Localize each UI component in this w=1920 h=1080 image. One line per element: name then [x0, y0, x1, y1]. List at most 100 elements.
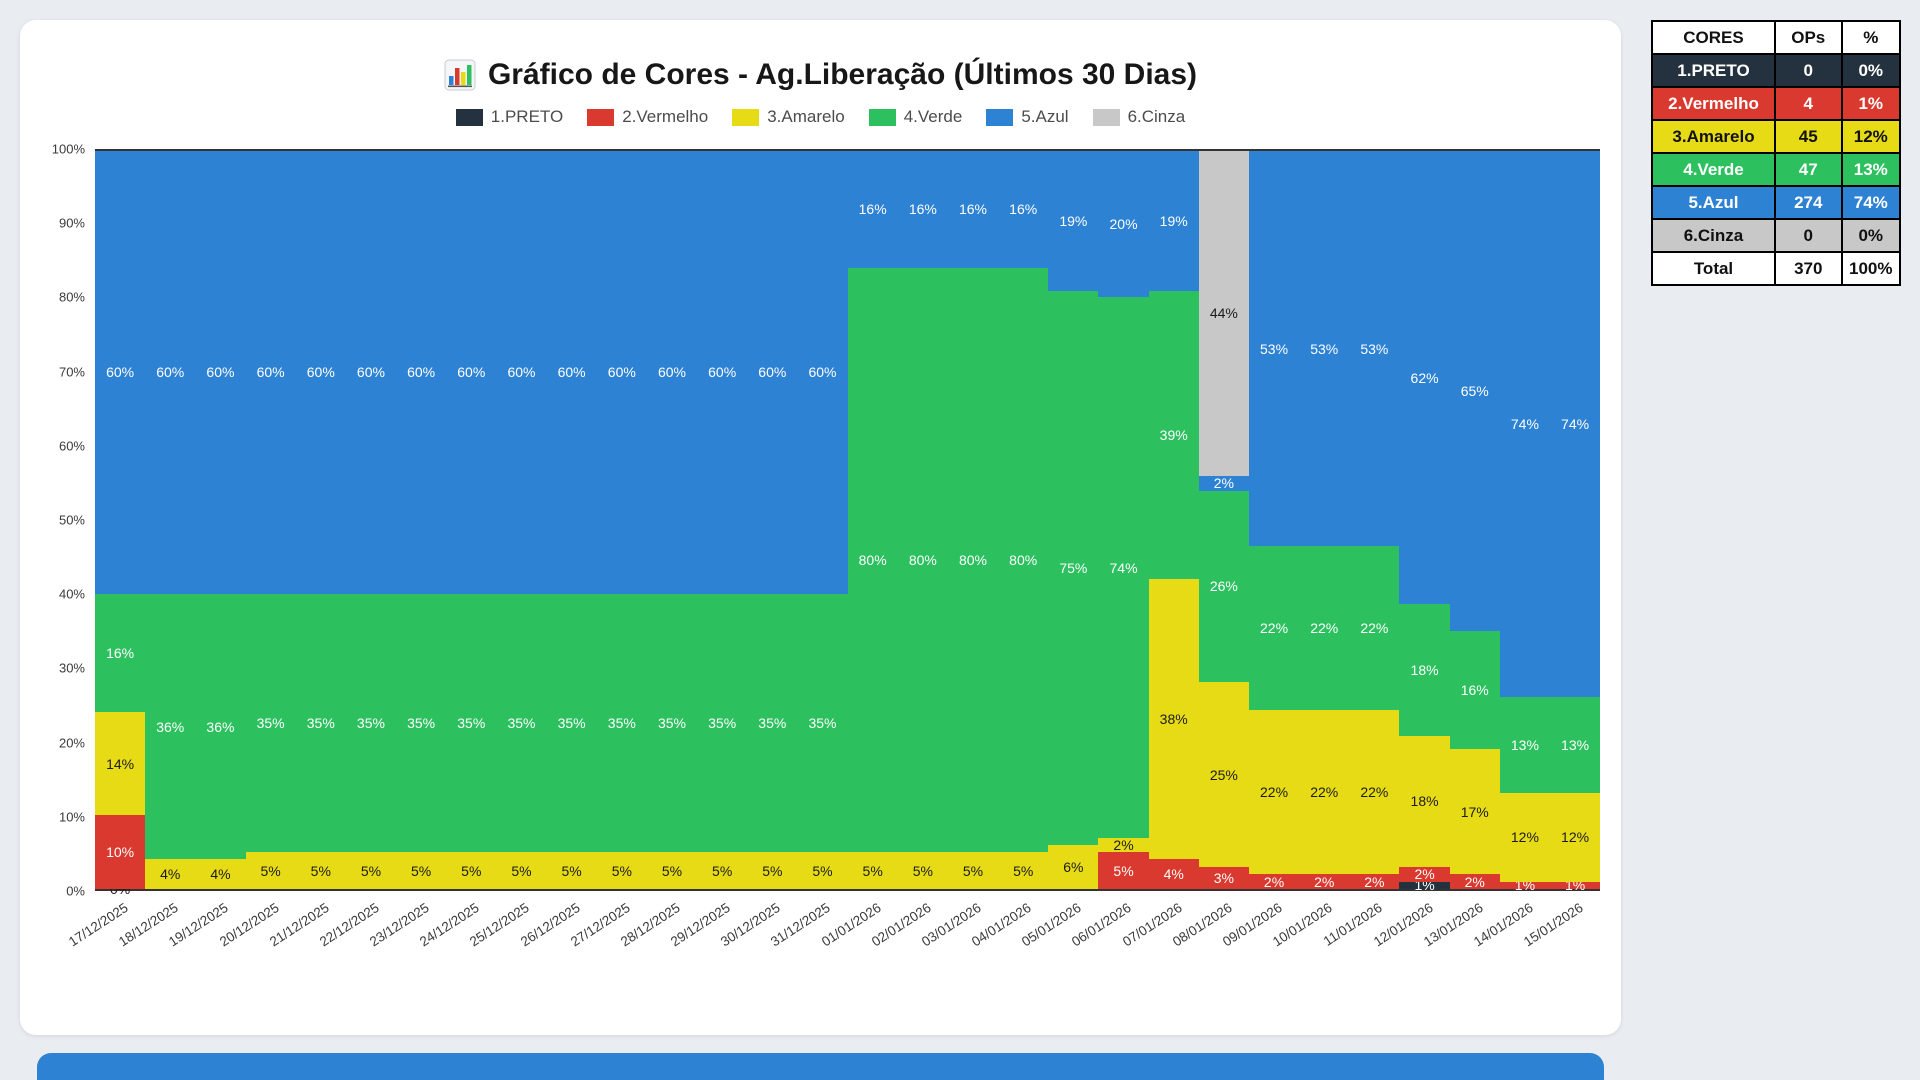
segment-azul[interactable]: 60% [596, 151, 647, 594]
segment-vermelho[interactable]: 2% [1248, 874, 1300, 890]
segment-verde[interactable]: 13% [1549, 697, 1601, 794]
chart-column[interactable]: 5% 35% 60% [345, 151, 397, 889]
chart-column[interactable]: 5% 35% 60% [496, 151, 547, 889]
legend-item[interactable]: 1.PRETO [455, 107, 563, 127]
chart-column[interactable]: 5% 2% 74% 20% [1098, 151, 1149, 889]
segment-azul[interactable]: 53% [1299, 151, 1350, 547]
legend-item[interactable]: 6.Cinza [1092, 107, 1185, 127]
segment-azul[interactable]: 60% [496, 151, 547, 594]
chart-column[interactable]: 5% 80% 16% [998, 151, 1049, 889]
segment-amarelo[interactable]: 5% [646, 852, 698, 889]
segment-azul[interactable]: 16% [847, 151, 898, 268]
chart-column[interactable]: 4% 38% 39% 19% [1148, 151, 1199, 889]
segment-verde[interactable]: 35% [446, 593, 497, 853]
segment-azul[interactable]: 60% [446, 151, 497, 594]
segment-azul[interactable]: 65% [1449, 151, 1500, 631]
chart-column[interactable]: 5% 35% 60% [446, 151, 497, 889]
segment-amarelo[interactable]: 38% [1148, 579, 1199, 860]
segment-vermelho[interactable]: 2% [1399, 866, 1450, 882]
chart-column[interactable]: 5% 35% 60% [747, 151, 798, 889]
segment-azul[interactable]: 60% [195, 151, 246, 594]
legend-item[interactable]: 4.Verde [868, 107, 962, 127]
segment-amarelo[interactable]: 12% [1549, 793, 1601, 882]
segment-amarelo[interactable]: 14% [95, 711, 146, 816]
chart-column[interactable]: 3% 25% 26% 2% 44% [1198, 151, 1249, 889]
segment-verde[interactable]: 26% [1198, 490, 1249, 683]
chart-column[interactable]: 5% 35% 60% [596, 151, 647, 889]
segment-amarelo[interactable]: 22% [1248, 710, 1300, 875]
chart-column[interactable]: 1% 2% 18% 18% 62% [1399, 151, 1450, 893]
segment-preto[interactable]: 1% [1399, 877, 1450, 893]
chart-column[interactable]: 1% 12% 13% 74% [1549, 151, 1601, 893]
segment-azul[interactable]: 19% [1148, 151, 1199, 292]
segment-azul[interactable]: 16% [897, 151, 948, 268]
segment-verde[interactable]: 36% [195, 593, 246, 860]
chart-column[interactable]: 6% 75% 19% [1048, 151, 1099, 889]
segment-vermelho[interactable]: 1% [1549, 877, 1601, 893]
segment-verde[interactable]: 16% [1449, 630, 1500, 749]
segment-verde[interactable]: 75% [1048, 291, 1099, 845]
segment-amarelo[interactable]: 12% [1499, 793, 1550, 882]
chart-column[interactable]: 5% 80% 16% [947, 151, 999, 889]
segment-azul[interactable]: 60% [396, 151, 447, 594]
segment-verde[interactable]: 22% [1299, 546, 1350, 711]
chart-column[interactable]: 2% 22% 22% 53% [1299, 151, 1350, 890]
chart-column[interactable]: 2% 17% 16% 65% [1449, 151, 1500, 890]
segment-amarelo[interactable]: 22% [1349, 710, 1400, 875]
segment-vermelho[interactable]: 10% [95, 815, 146, 889]
segment-azul[interactable]: 60% [295, 151, 346, 594]
segment-verde[interactable]: 80% [947, 267, 999, 853]
segment-verde[interactable]: 13% [1499, 697, 1550, 794]
segment-amarelo[interactable]: 22% [1299, 710, 1350, 875]
segment-verde[interactable]: 16% [95, 593, 146, 712]
segment-azul[interactable]: 20% [1098, 151, 1149, 298]
segment-amarelo[interactable]: 5% [245, 852, 296, 889]
chart-column[interactable]: 2% 22% 22% 53% [1349, 151, 1400, 890]
segment-amarelo[interactable]: 5% [847, 852, 898, 889]
segment-verde[interactable]: 80% [897, 267, 948, 853]
segment-azul[interactable]: 62% [1399, 151, 1450, 605]
segment-amarelo[interactable]: 17% [1449, 748, 1500, 875]
segment-azul[interactable]: 53% [1349, 151, 1400, 547]
segment-amarelo[interactable]: 5% [546, 852, 597, 889]
segment-amarelo[interactable]: 5% [747, 852, 798, 889]
segment-amarelo[interactable]: 5% [345, 852, 397, 889]
chart-column[interactable]: 5% 35% 60% [295, 151, 346, 889]
segment-azul[interactable]: 60% [145, 151, 196, 594]
segment-verde[interactable]: 35% [797, 593, 848, 853]
segment-verde[interactable]: 74% [1098, 297, 1149, 838]
segment-verde[interactable]: 35% [396, 593, 447, 853]
segment-verde[interactable]: 35% [596, 593, 647, 853]
chart-column[interactable]: 2% 22% 22% 53% [1248, 151, 1300, 890]
segment-azul[interactable]: 74% [1499, 151, 1550, 698]
segment-azul[interactable]: 60% [546, 151, 597, 594]
segment-azul[interactable]: 60% [747, 151, 798, 594]
segment-verde[interactable]: 39% [1148, 291, 1199, 580]
chart-column[interactable]: 5% 35% 60% [646, 151, 698, 889]
segment-azul[interactable]: 74% [1549, 151, 1601, 698]
segment-verde[interactable]: 35% [496, 593, 547, 853]
segment-vermelho[interactable]: 1% [1499, 877, 1550, 893]
segment-verde[interactable]: 80% [998, 267, 1049, 853]
segment-verde[interactable]: 80% [847, 267, 898, 853]
segment-verde[interactable]: 18% [1399, 604, 1450, 736]
segment-azul[interactable]: 60% [245, 151, 296, 594]
segment-amarelo[interactable]: 2% [1098, 837, 1149, 853]
segment-verde[interactable]: 35% [345, 593, 397, 853]
chart-column[interactable]: 4% 36% 60% [195, 151, 246, 889]
segment-vermelho[interactable]: 2% [1449, 874, 1500, 890]
segment-amarelo[interactable]: 5% [596, 852, 647, 889]
segment-amarelo[interactable]: 5% [797, 852, 848, 889]
segment-verde[interactable]: 35% [747, 593, 798, 853]
segment-amarelo[interactable]: 5% [295, 852, 346, 889]
segment-amarelo[interactable]: 25% [1198, 682, 1249, 867]
chart-column[interactable]: 0% 10% 14% 16% 60% [95, 151, 146, 897]
segment-amarelo[interactable]: 5% [697, 852, 748, 889]
segment-azul[interactable]: 53% [1248, 151, 1300, 547]
segment-azul[interactable]: 16% [998, 151, 1049, 268]
segment-vermelho[interactable]: 4% [1148, 859, 1199, 889]
segment-verde[interactable]: 35% [646, 593, 698, 853]
segment-verde[interactable]: 35% [546, 593, 597, 853]
segment-azul[interactable]: 60% [95, 151, 146, 594]
segment-azul[interactable]: 60% [797, 151, 848, 594]
